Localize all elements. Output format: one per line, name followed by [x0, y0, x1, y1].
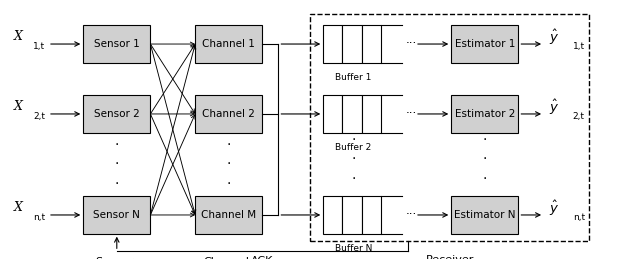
Text: ···: ···: [406, 38, 417, 51]
Text: Sensor 2: Sensor 2: [94, 109, 140, 119]
Text: X: X: [13, 30, 22, 43]
Text: $\hat{y}$: $\hat{y}$: [549, 98, 559, 117]
Text: Sensor 1: Sensor 1: [94, 39, 140, 49]
Bar: [195, 95, 262, 133]
Text: ···: ···: [406, 208, 417, 221]
Bar: [362, 95, 381, 133]
Text: Sensor N: Sensor N: [93, 210, 140, 220]
Text: $\hat{y}$: $\hat{y}$: [549, 28, 559, 47]
Text: n,t: n,t: [33, 213, 45, 222]
Bar: [83, 95, 150, 133]
Text: n,t: n,t: [573, 213, 585, 222]
Bar: [83, 196, 150, 234]
Text: Buffer 2: Buffer 2: [335, 143, 372, 152]
Text: Channel M: Channel M: [201, 210, 257, 220]
Text: Channel 2: Channel 2: [202, 109, 255, 119]
Text: ACK: ACK: [251, 256, 273, 259]
Bar: [342, 25, 362, 63]
Text: ·
·
·: · · ·: [483, 133, 487, 186]
Bar: [342, 95, 362, 133]
Bar: [310, 14, 589, 241]
Text: Buffer N: Buffer N: [335, 244, 372, 253]
Text: Sensors: Sensors: [95, 257, 139, 259]
Bar: [323, 25, 342, 63]
Text: Estimator 2: Estimator 2: [454, 109, 515, 119]
Bar: [195, 25, 262, 63]
Text: Receiver: Receiver: [426, 255, 474, 259]
Text: 1,t: 1,t: [573, 42, 585, 51]
Text: 2,t: 2,t: [33, 112, 45, 121]
Bar: [362, 196, 381, 234]
Bar: [342, 196, 362, 234]
Bar: [83, 25, 150, 63]
Bar: [451, 95, 518, 133]
Text: Buffer 1: Buffer 1: [335, 73, 372, 82]
Text: $\hat{y}$: $\hat{y}$: [549, 199, 559, 218]
Text: Channels: Channels: [203, 257, 255, 259]
Bar: [323, 196, 342, 234]
Text: ·
·
·: · · ·: [115, 138, 119, 191]
Text: 1,t: 1,t: [33, 42, 45, 51]
Bar: [451, 25, 518, 63]
Text: 2,t: 2,t: [573, 112, 585, 121]
Text: Channel 1: Channel 1: [202, 39, 255, 49]
Text: ···: ···: [406, 107, 417, 120]
Text: X: X: [13, 201, 22, 214]
Text: Estimator N: Estimator N: [454, 210, 516, 220]
Bar: [451, 196, 518, 234]
Bar: [195, 196, 262, 234]
Text: ·
·
·: · · ·: [227, 138, 231, 191]
Bar: [323, 95, 342, 133]
Text: Estimator 1: Estimator 1: [454, 39, 515, 49]
Text: ·
·
·: · · ·: [351, 133, 356, 186]
Text: X: X: [13, 100, 22, 113]
Bar: [362, 25, 381, 63]
